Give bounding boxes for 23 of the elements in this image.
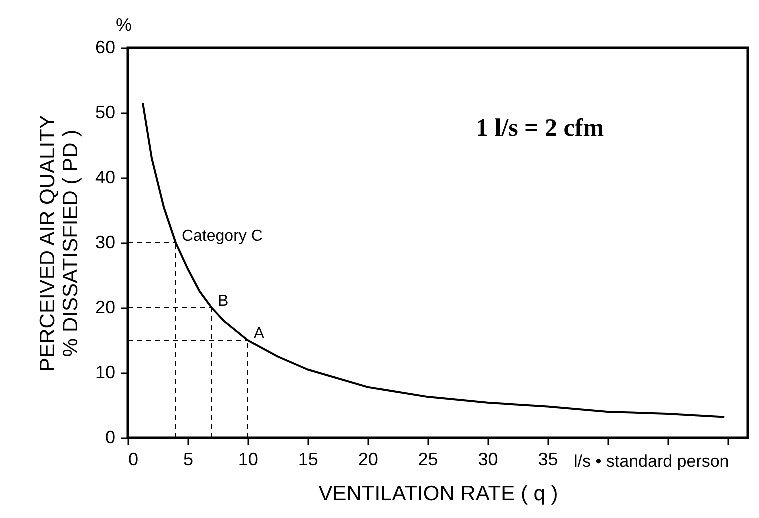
y-tick-label: 20 [95,298,116,318]
x-tick-label: 15 [298,450,318,470]
annotation: 1 l/s = 2 cfm [476,115,604,142]
x-tick-label: 20 [358,450,378,470]
x-tick-label: 0 [128,450,139,470]
x-tick-label: 30 [478,450,498,470]
x-tick-label: 35 [538,450,558,470]
x-axis-title: VENTILATION RATE ( q ) [318,482,558,506]
x-tick-label: 25 [418,450,438,470]
annotation: Category C [182,228,263,245]
text: l/s • standard person [574,452,730,471]
y-tick-label: 50 [95,102,116,122]
x-tick-label: 5 [183,450,194,470]
x-tick-label: 10 [238,450,258,470]
y-axis-title: PERCEIVED AIR QUALITY % DISSATISFIED ( PD ) [36,115,82,372]
y-tick-label: 40 [95,168,116,188]
y-tick-label: 0 [105,428,116,448]
y-tick-label: 60 [95,38,116,58]
annotation: B [218,293,229,310]
y-tick-label: 30 [95,232,116,252]
y-tick-label: 10 [95,362,116,382]
annotation: A [254,326,265,342]
text: % [116,15,132,35]
